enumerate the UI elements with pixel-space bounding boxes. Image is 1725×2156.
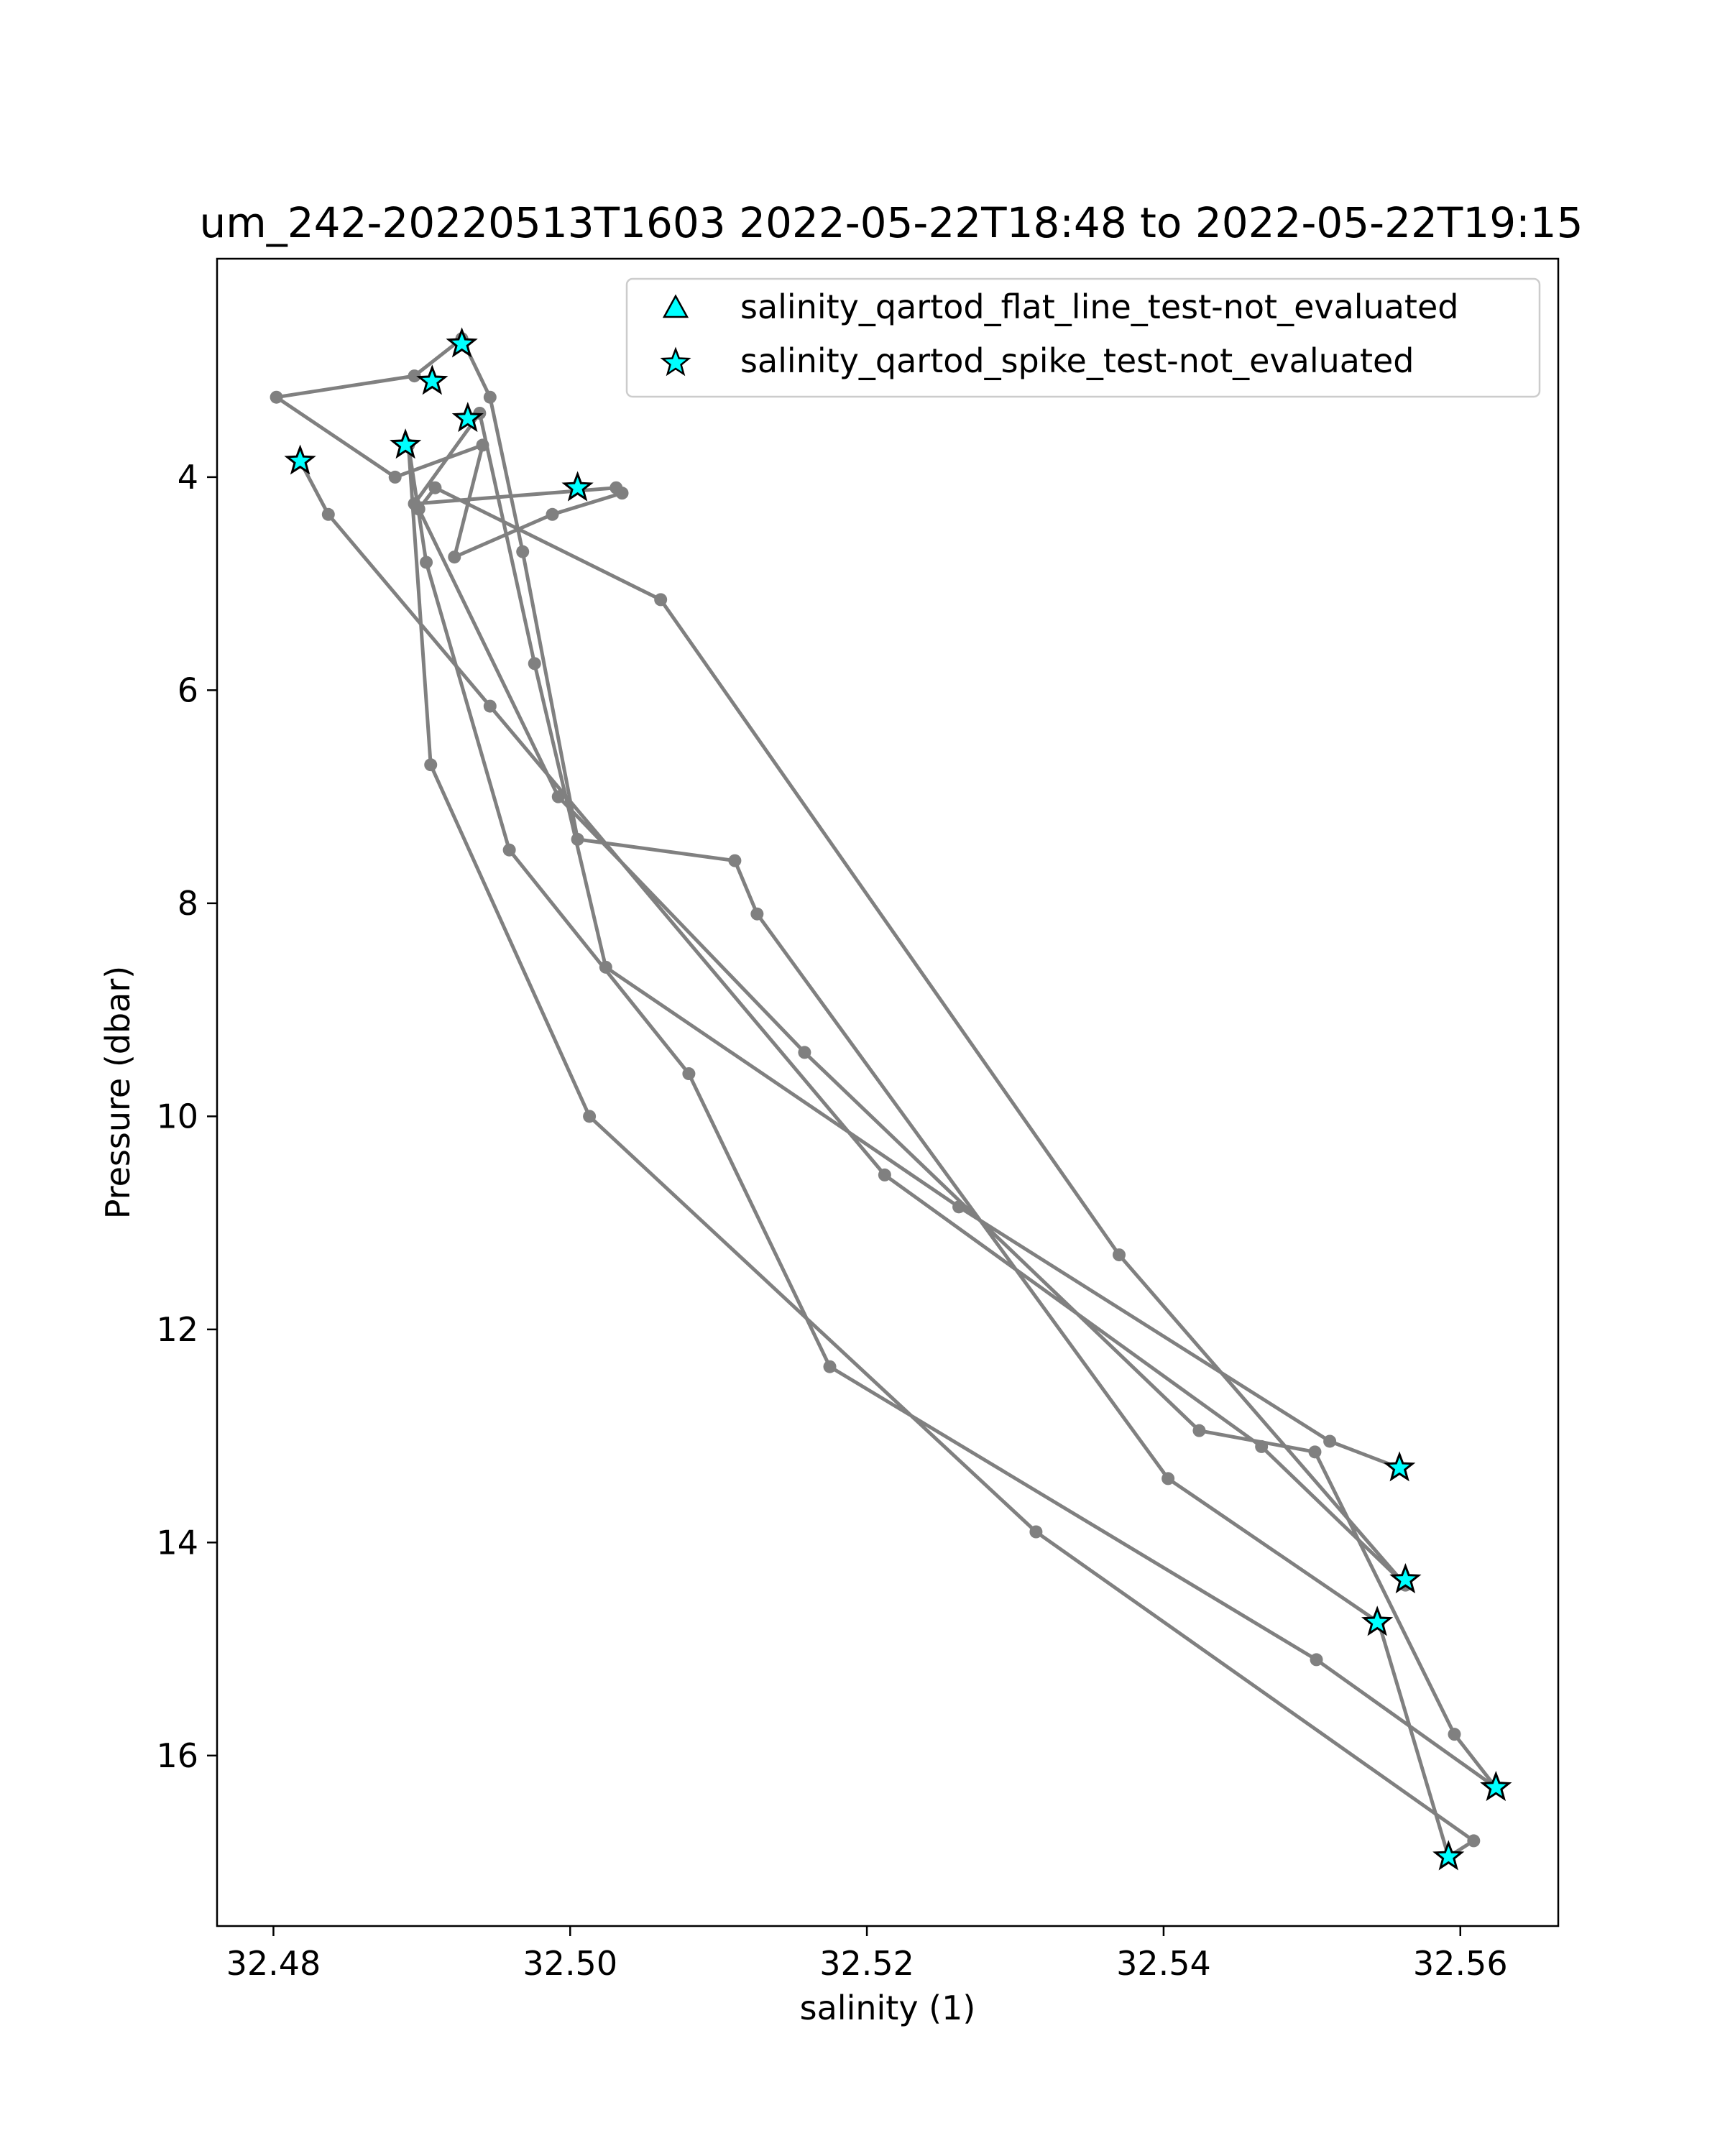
y-axis-label: Pressure (dbar) bbox=[98, 966, 137, 1219]
profile-point bbox=[321, 507, 335, 521]
legend-box bbox=[625, 277, 1541, 398]
profile-point bbox=[516, 545, 530, 558]
chart-title: um_242-20220513T1603 2022-05-22T18:48 to… bbox=[200, 198, 1583, 247]
profile-point bbox=[1467, 1834, 1481, 1848]
flagged-star-marker bbox=[1389, 1562, 1422, 1594]
legend-label-spike: salinity_qartod_spike_test-not_evaluated bbox=[740, 341, 1414, 380]
profile-point bbox=[420, 556, 433, 569]
profile-point bbox=[528, 657, 541, 671]
profile-point bbox=[682, 1067, 696, 1081]
y-tick-label: 16 bbox=[156, 1736, 198, 1775]
flagged-star-marker bbox=[561, 471, 594, 502]
profile-point bbox=[952, 1200, 966, 1214]
profile-point bbox=[750, 907, 764, 921]
x-tick-label: 32.54 bbox=[1116, 1944, 1211, 1983]
profile-point bbox=[1308, 1445, 1322, 1459]
profile-point bbox=[551, 790, 565, 803]
plot-frame bbox=[216, 257, 1560, 1927]
y-tick-label: 8 bbox=[178, 884, 198, 923]
profile-point bbox=[583, 1110, 597, 1123]
profile-point bbox=[476, 438, 489, 452]
profile-point bbox=[1255, 1439, 1269, 1453]
profile-point bbox=[502, 843, 516, 857]
profile-line bbox=[275, 336, 1498, 1859]
plot-data bbox=[270, 327, 1512, 1871]
x-tick-label: 32.50 bbox=[523, 1944, 617, 1983]
profile-point bbox=[798, 1046, 811, 1059]
profile-point bbox=[654, 593, 668, 607]
profile-point bbox=[483, 390, 497, 404]
flagged-star-marker bbox=[390, 428, 422, 459]
profile-point bbox=[1113, 1248, 1126, 1262]
flagged-star-marker bbox=[1384, 1451, 1416, 1482]
profile-point bbox=[1323, 1434, 1337, 1448]
x-tick-label: 32.56 bbox=[1413, 1944, 1508, 1983]
profile-point bbox=[1162, 1472, 1175, 1485]
profile-point bbox=[878, 1168, 891, 1181]
profile-point bbox=[1029, 1525, 1043, 1539]
profile-point bbox=[448, 550, 461, 564]
flagged-star-marker bbox=[446, 327, 478, 358]
profile-point bbox=[483, 699, 497, 713]
profile-point bbox=[1192, 1424, 1206, 1437]
profile-point bbox=[388, 470, 402, 484]
y-tick-label: 12 bbox=[156, 1310, 198, 1349]
profile-point bbox=[546, 507, 559, 521]
profile-point bbox=[823, 1360, 837, 1373]
x-tick-label: 32.52 bbox=[819, 1944, 914, 1983]
profile-point bbox=[599, 960, 612, 974]
legend: salinity_qartod_flat_line_test-not_evalu… bbox=[625, 277, 1541, 398]
profile-point bbox=[412, 502, 426, 516]
y-axis: 4 6 8 10 12 14 16 bbox=[156, 458, 217, 1775]
flagged-star-marker bbox=[451, 402, 484, 433]
legend-label-flat-line: salinity_qartod_flat_line_test-not_evalu… bbox=[740, 287, 1458, 326]
profile-point bbox=[1448, 1728, 1461, 1741]
legend-star-marker bbox=[660, 346, 691, 377]
x-axis-label: salinity (1) bbox=[800, 1989, 976, 2027]
profile-point bbox=[571, 832, 584, 846]
x-tick-label: 32.48 bbox=[226, 1944, 321, 1983]
profile-point bbox=[428, 481, 442, 494]
profile-point bbox=[728, 854, 742, 867]
y-tick-label: 4 bbox=[178, 458, 198, 497]
flagged-star-marker bbox=[416, 364, 448, 395]
legend-triangle-marker bbox=[662, 294, 689, 318]
x-axis: 32.48 32.50 32.52 32.54 32.56 bbox=[226, 1926, 1508, 1983]
y-tick-label: 10 bbox=[156, 1097, 198, 1135]
profile-point bbox=[408, 369, 421, 383]
y-tick-label: 14 bbox=[156, 1523, 198, 1562]
flagged-star-marker bbox=[1480, 1771, 1512, 1802]
y-tick-label: 6 bbox=[178, 671, 198, 709]
flagged-star-marker bbox=[1361, 1606, 1394, 1636]
profile-point bbox=[1310, 1653, 1323, 1667]
flagged-star-marker bbox=[1432, 1840, 1465, 1871]
profile-point bbox=[270, 390, 283, 404]
flagged-star-marker bbox=[284, 444, 316, 475]
profile-point bbox=[424, 758, 438, 772]
profile-point bbox=[615, 487, 629, 500]
